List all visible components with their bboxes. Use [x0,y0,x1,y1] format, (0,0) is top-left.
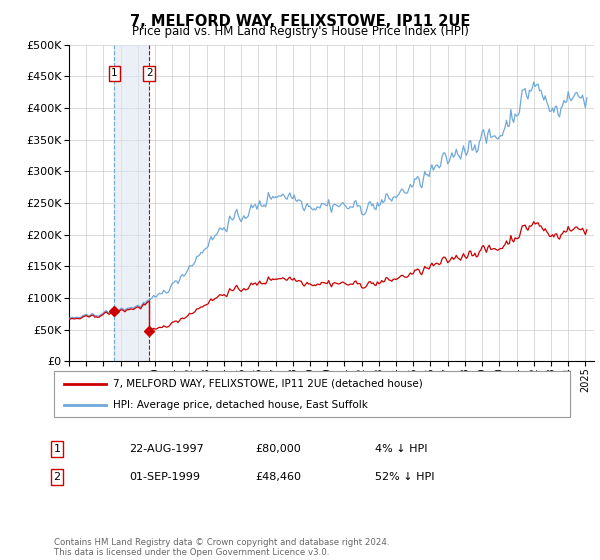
Text: £80,000: £80,000 [255,444,301,454]
Text: 7, MELFORD WAY, FELIXSTOWE, IP11 2UE (detached house): 7, MELFORD WAY, FELIXSTOWE, IP11 2UE (de… [113,379,423,389]
Text: 1: 1 [53,444,61,454]
Text: Contains HM Land Registry data © Crown copyright and database right 2024.
This d: Contains HM Land Registry data © Crown c… [54,538,389,557]
Text: Price paid vs. HM Land Registry's House Price Index (HPI): Price paid vs. HM Land Registry's House … [131,25,469,38]
Bar [115,45,149,361]
Text: HPI: Average price, detached house, East Suffolk: HPI: Average price, detached house, East… [113,400,368,410]
Text: 2: 2 [146,68,152,78]
Text: 2: 2 [53,472,61,482]
Text: 52% ↓ HPI: 52% ↓ HPI [375,472,434,482]
Text: £48,460: £48,460 [255,472,301,482]
Text: 22-AUG-1997: 22-AUG-1997 [129,444,204,454]
Text: 7, MELFORD WAY, FELIXSTOWE, IP11 2UE: 7, MELFORD WAY, FELIXSTOWE, IP11 2UE [130,14,470,29]
Text: 01-SEP-1999: 01-SEP-1999 [129,472,200,482]
Text: 1: 1 [111,68,118,78]
FancyBboxPatch shape [54,371,570,417]
Text: 4% ↓ HPI: 4% ↓ HPI [375,444,427,454]
